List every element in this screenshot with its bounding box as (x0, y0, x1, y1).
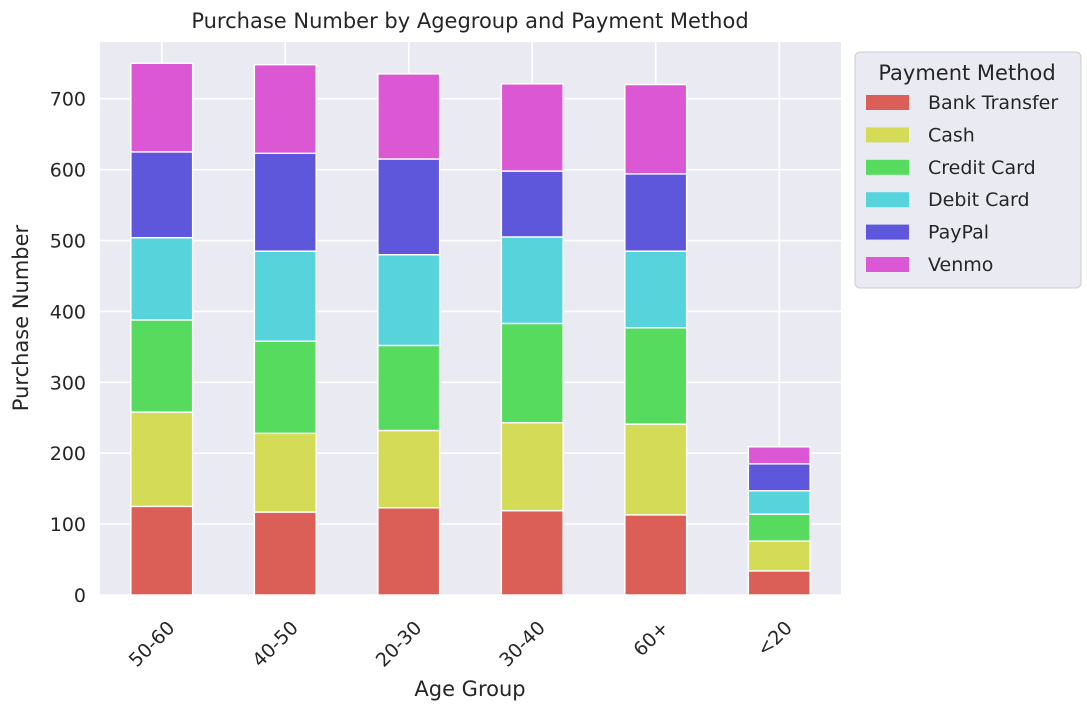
bar-segment (500, 422, 564, 512)
bar-segment (747, 446, 811, 465)
bar-segment (130, 62, 194, 153)
y-tick-label: 100 (50, 514, 86, 536)
bar-segment (624, 173, 688, 252)
bar-segment (253, 152, 317, 252)
legend-entry-label: Cash (928, 124, 975, 146)
legend-entry-label: Venmo (928, 254, 993, 276)
bar-segment (253, 511, 317, 596)
legend-swatch (866, 159, 909, 175)
bar-segment (500, 170, 564, 238)
bar-segment (747, 463, 811, 492)
legend-entry-label: PayPal (928, 222, 989, 244)
y-tick-label: 300 (50, 372, 86, 394)
bar-segment (253, 250, 317, 342)
y-tick-label: 400 (50, 301, 86, 323)
bar-segment (747, 490, 811, 515)
legend-swatch (866, 95, 909, 110)
bar-segment (130, 319, 194, 413)
bar-segment (377, 344, 441, 432)
y-axis-label: Purchase Number (9, 224, 33, 411)
bars (130, 62, 811, 596)
bar-segment (500, 83, 564, 172)
bar-segment (624, 83, 688, 175)
bar-segment (377, 253, 441, 347)
y-tick-label: 200 (50, 443, 86, 465)
x-tick-labels: 50-60 40-50 20-30 30-40 60+ <20 (125, 617, 797, 672)
x-tick-label: <20 (753, 617, 797, 661)
bar-segment (130, 505, 194, 596)
x-tick-label: 60+ (629, 617, 673, 661)
legend-entry-label: Bank Transfer (928, 92, 1058, 114)
legend-entry-label: Debit Card (928, 189, 1030, 211)
bar-segment (624, 423, 688, 516)
legend-title: Payment Method (878, 61, 1055, 85)
y-tick-label: 600 (50, 160, 86, 182)
bar-segment (377, 507, 441, 596)
x-axis-label: Age Group (414, 677, 525, 701)
x-tick-label: 30-40 (495, 617, 550, 672)
bar-segment (130, 236, 194, 321)
y-tick-labels: 0 100 200 300 400 500 600 700 (50, 89, 86, 607)
bar-segment (253, 340, 317, 435)
bar-segment (747, 570, 811, 596)
bar-segment (377, 429, 441, 509)
legend-entry-label: Credit Card (928, 157, 1036, 179)
legend-swatch (866, 257, 909, 272)
bar-segment (377, 73, 441, 160)
bar-segment (747, 513, 811, 542)
bar-segment (253, 432, 317, 513)
legend-swatch (866, 192, 909, 208)
legend-swatch (866, 127, 909, 143)
bar-segment (253, 63, 317, 155)
y-tick-label: 0 (74, 585, 86, 607)
y-tick-label: 500 (50, 231, 86, 253)
bar-segment (500, 236, 564, 325)
bar-segment (500, 509, 564, 596)
y-tick-label: 700 (50, 89, 86, 111)
bar-segment (377, 158, 441, 256)
bar-segment (130, 411, 194, 508)
bar-segment (500, 322, 564, 424)
bar-segment (624, 514, 688, 596)
bar-segment (624, 327, 688, 425)
chart-title: Purchase Number by Agegroup and Payment … (191, 9, 748, 33)
plot-background (100, 42, 841, 595)
x-tick-label: 40-50 (248, 617, 303, 672)
legend: Payment Method Bank Transfer Cash Credit C… (854, 51, 1082, 289)
legend-entries: Bank Transfer Cash Credit Card Debit Card Pa… (866, 92, 1058, 276)
x-tick-label: 20-30 (372, 617, 427, 672)
x-tick-label: 50-60 (125, 617, 180, 672)
bar-segment (130, 151, 194, 239)
bar-segment (747, 540, 811, 572)
legend-frame (854, 51, 1082, 289)
bar-segment (624, 250, 688, 329)
legend-swatch (866, 224, 909, 240)
